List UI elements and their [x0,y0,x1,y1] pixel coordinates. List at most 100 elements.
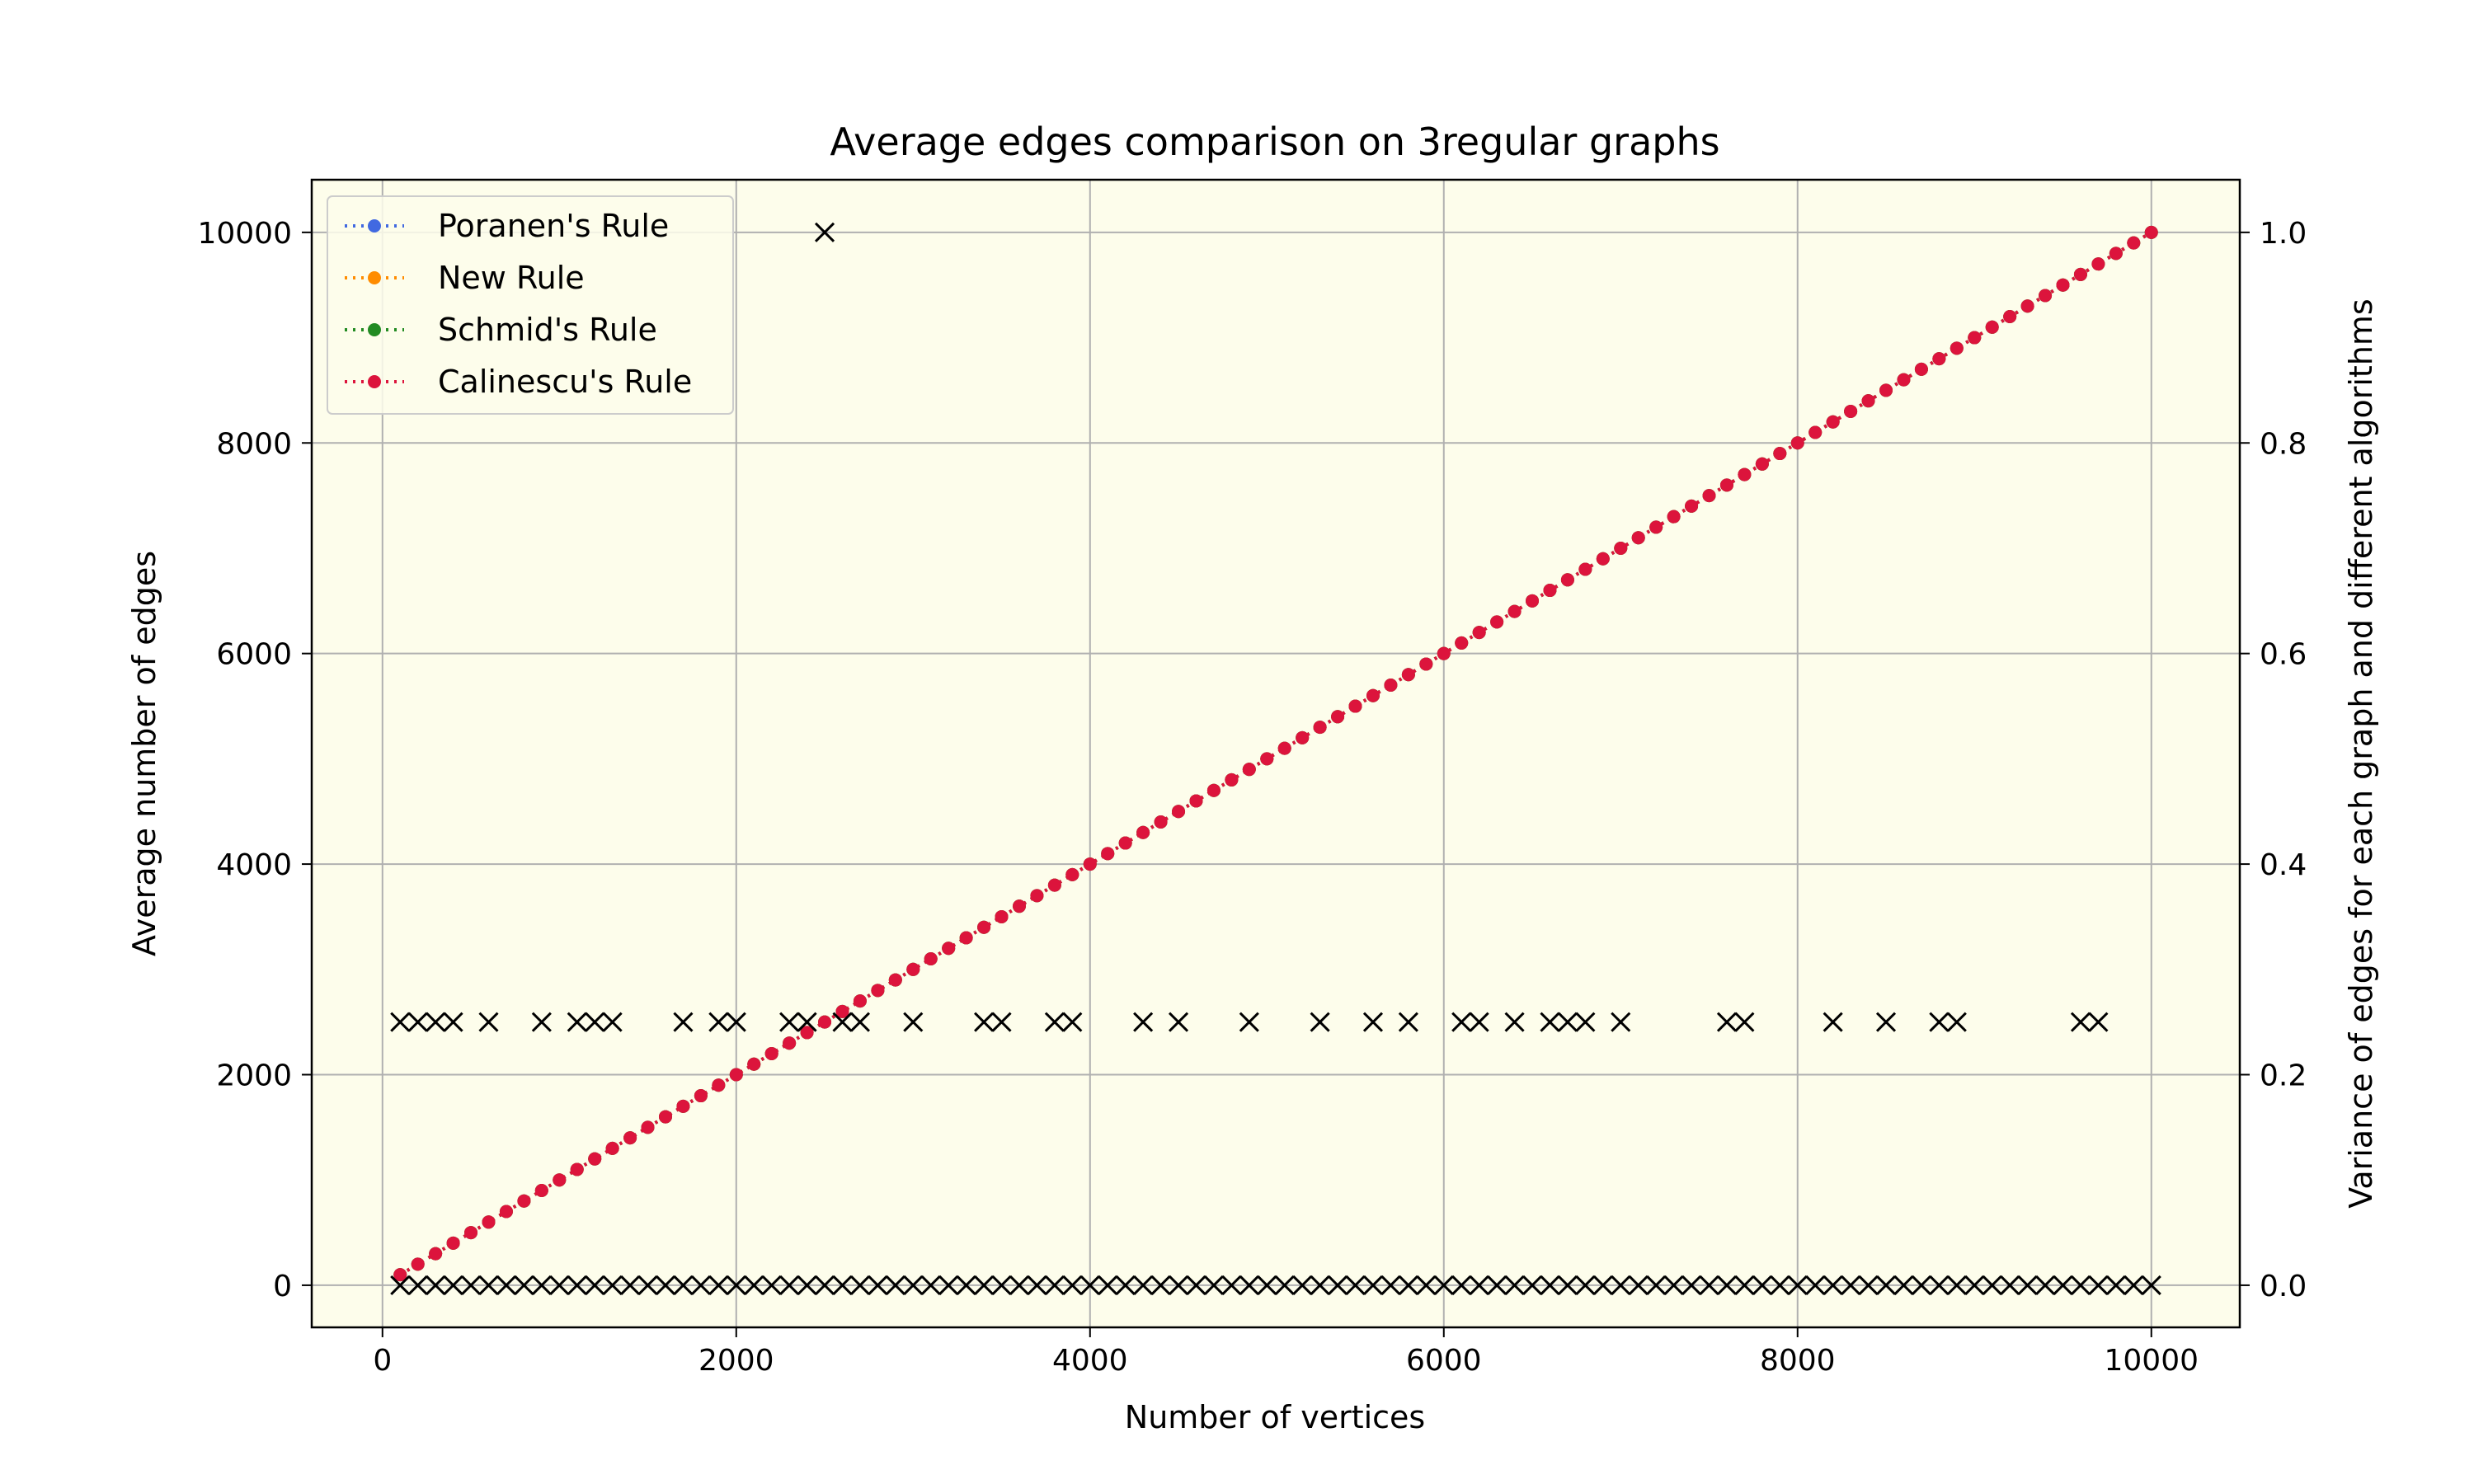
variance-marker [1557,1012,1578,1032]
variance-marker [974,1012,995,1032]
y-tick-label: 6000 [216,638,292,672]
chart-title: Average edges comparison on 3regular gra… [830,120,1719,164]
y-tick-label: 4000 [216,848,292,882]
point-calinescu-s-rule [658,1110,672,1124]
point-calinescu-s-rule [1844,404,1858,418]
variance-marker [1681,1275,1702,1295]
variance-marker [1734,1275,1755,1295]
point-calinescu-s-rule [1985,320,1999,334]
point-calinescu-s-rule [888,973,902,987]
variance-marker [974,1275,995,1295]
variance-marker [1716,1012,1738,1032]
variance-marker [1380,1275,1401,1295]
variance-marker [1168,1012,1189,1032]
point-calinescu-s-rule [2039,289,2053,303]
variance-marker [549,1275,570,1295]
point-calinescu-s-rule [1030,889,1044,903]
point-calinescu-s-rule [1578,562,1592,576]
variance-marker [1416,1275,1437,1295]
point-calinescu-s-rule [1631,531,1645,545]
variance-marker [885,1275,905,1295]
variance-marker [1504,1275,1525,1295]
point-calinescu-s-rule [1790,436,1804,450]
variance-marker [1734,1012,1755,1032]
point-calinescu-s-rule [1702,489,1716,503]
point-calinescu-s-rule [676,1099,690,1113]
point-calinescu-s-rule [1738,467,1752,481]
variance-marker [938,1275,959,1295]
point-calinescu-s-rule [2109,247,2123,261]
variance-marker [1027,1275,1047,1295]
variance-marker [1858,1275,1879,1295]
point-calinescu-s-rule [517,1194,531,1208]
point-calinescu-s-rule [2144,225,2158,239]
variance-marker [1362,1012,1384,1032]
point-calinescu-s-rule [1083,857,1097,871]
variance-marker [1504,1012,1525,1032]
variance-marker [797,1012,817,1032]
variance-marker [1292,1275,1313,1295]
variance-marker [1823,1275,1843,1295]
variance-marker [390,1012,411,1032]
variance-marker [1328,1275,1348,1295]
y-axis-label: Average number of edges [126,551,162,956]
variance-marker [637,1275,658,1295]
variance-marker [1487,1275,1507,1295]
variance-marker [1592,1275,1613,1295]
point-calinescu-s-rule [1296,730,1310,744]
variance-marker [1186,1275,1206,1295]
point-calinescu-s-rule [1384,678,1398,692]
point-calinescu-s-rule [1437,646,1451,660]
legend-marker-schmid-s-rule [368,323,381,336]
variance-marker [991,1012,1012,1032]
variance-marker [1929,1012,1950,1032]
variance-marker [673,1012,694,1032]
variance-marker [726,1275,746,1295]
y2-tick-label: 0.4 [2260,848,2307,882]
variance-marker [1875,1275,1897,1295]
variance-marker [496,1275,517,1295]
variance-marker [2000,1275,2020,1295]
point-calinescu-s-rule [924,952,938,966]
point-calinescu-s-rule [570,1162,584,1176]
legend-marker-poranen-s-rule [368,219,381,232]
point-calinescu-s-rule [1225,773,1239,787]
point-calinescu-s-rule [1189,794,1203,808]
point-calinescu-s-rule [1755,457,1769,471]
x-tick-label: 4000 [1052,1344,1128,1378]
legend-marker-new-rule [368,271,381,284]
variance-marker [1911,1275,1931,1295]
variance-marker [1469,1012,1489,1032]
variance-marker [620,1275,641,1295]
point-calinescu-s-rule [1897,373,1911,387]
variance-marker [708,1275,729,1295]
variance-marker [814,222,835,242]
point-calinescu-s-rule [1808,425,1823,439]
point-calinescu-s-rule [393,1268,407,1282]
y2-tick-label: 0.8 [2260,427,2307,461]
point-calinescu-s-rule [1968,331,1982,345]
point-calinescu-s-rule [446,1236,460,1250]
variance-marker [690,1275,711,1295]
variance-marker [1929,1275,1950,1295]
variance-marker [1044,1275,1065,1295]
variance-marker [849,1275,870,1295]
variance-marker [1946,1012,1967,1032]
variance-marker [1628,1275,1649,1295]
variance-marker [920,1275,941,1295]
point-calinescu-s-rule [1879,383,1893,397]
point-calinescu-s-rule [1348,699,1362,713]
variance-marker [531,1012,552,1032]
point-calinescu-s-rule [2003,310,2017,324]
x-axis-label: Number of vertices [1125,1399,1425,1435]
point-calinescu-s-rule [482,1215,496,1229]
point-calinescu-s-rule [1206,783,1221,797]
variance-marker [1699,1275,1719,1295]
point-calinescu-s-rule [959,931,973,945]
point-calinescu-s-rule [818,1015,832,1029]
point-calinescu-s-rule [853,994,867,1008]
point-calinescu-s-rule [588,1152,602,1166]
point-calinescu-s-rule [1313,721,1327,735]
variance-marker [1079,1275,1100,1295]
point-calinescu-s-rule [1596,552,1610,566]
